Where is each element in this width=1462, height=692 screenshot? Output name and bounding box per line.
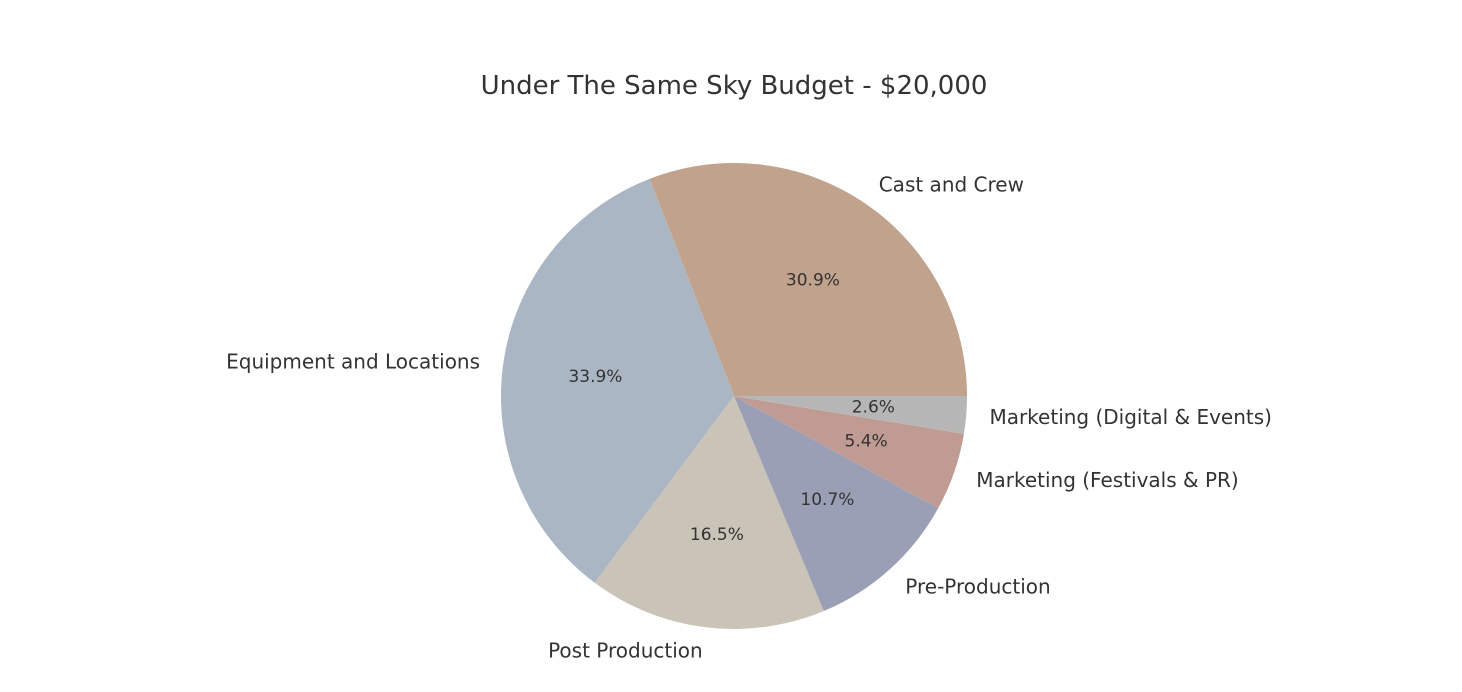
percent-label-equipment-and-locations: 33.9% [568,367,622,387]
percent-label-marketing-digital-events: 2.6% [852,397,895,417]
pie-slices [500,163,967,629]
percent-label-cast-and-crew: 30.9% [786,271,840,291]
pie-slice-marketing-festivals-pr [734,396,964,509]
pie-slice-cast-and-crew [649,163,967,396]
slice-label-post-production: Post Production [548,638,703,662]
pie-slice-pre-production [734,396,939,611]
percent-labels: 30.9% 33.9% 16.5% 10.7% 5.4% 2.6% [568,271,894,545]
slice-label-cast-and-crew: Cast and Crew [879,172,1024,196]
percent-label-marketing-festivals-pr: 5.4% [845,432,888,452]
slice-label-marketing-digital-events: Marketing (Digital & Events) [989,405,1272,429]
pie-slice-post-production [594,396,824,629]
chart-title: Under The Same Sky Budget - $20,000 [481,71,988,101]
slice-label-marketing-festivals-pr: Marketing (Festivals & PR) [976,468,1239,492]
percent-label-pre-production: 10.7% [800,490,854,510]
pie-slice-equipment-and-locations [500,178,734,583]
percent-label-post-production: 16.5% [690,525,744,545]
pie-slice-marketing-digital-events [734,396,967,434]
slice-label-pre-production: Pre-Production [905,575,1050,599]
slice-labels: Cast and Crew Equipment and Locations Post… [226,172,1272,662]
slice-label-equipment-and-locations: Equipment and Locations [226,349,480,373]
